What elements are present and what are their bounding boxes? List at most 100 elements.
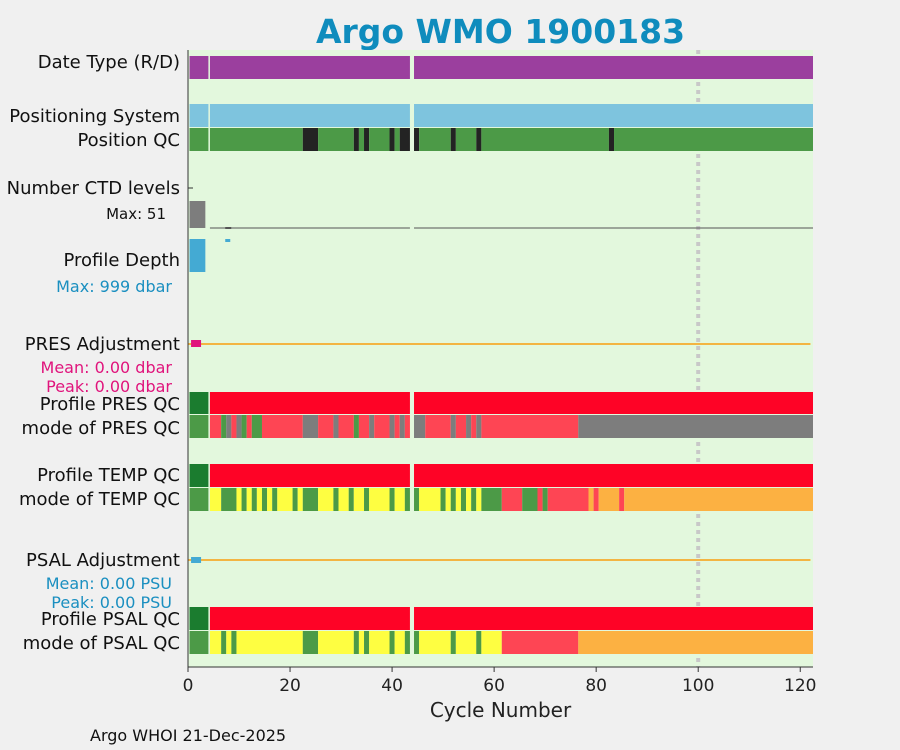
mode-pres-qc-segment — [369, 415, 375, 438]
mode-temp-qc-segment — [455, 488, 461, 511]
mode-temp-qc-segment — [414, 488, 420, 511]
mode-pres-qc-segment — [404, 415, 410, 438]
x-tick-label: 100 — [682, 676, 714, 696]
mode-temp-qc-segment — [440, 488, 446, 511]
pres-adjustment-marker — [191, 340, 202, 347]
mode-psal-qc-segment — [226, 631, 232, 654]
mode-psal-qc-segment — [476, 631, 482, 654]
mode-temp-qc-segment — [277, 488, 293, 511]
mode-temp-qc-segment — [318, 488, 334, 511]
x-tick-label: 60 — [483, 676, 505, 696]
profile-pres-qc-segment — [414, 392, 813, 414]
mode-pres-qc-segment — [231, 415, 237, 438]
position-qc-segment — [614, 128, 813, 151]
mode-temp-qc-segment — [272, 488, 278, 511]
mode-psal-qc-segment — [318, 631, 354, 654]
label-ctd-levels: Number CTD levels — [6, 178, 180, 199]
mode-temp-qc-segment — [619, 488, 625, 511]
label-psal-adjustment: PSAL Adjustment — [25, 550, 180, 571]
mode-pres-qc-segment — [353, 415, 359, 438]
position-qc-segment — [389, 128, 395, 151]
mode-psal-qc-segment — [578, 631, 813, 654]
pres-mean-text: Mean: 0.00 dbar — [40, 358, 172, 377]
mode-temp-qc-segment — [261, 488, 268, 511]
mode-temp-qc-segment — [460, 488, 467, 511]
mode-psal-qc-segment — [369, 631, 390, 654]
mode-temp-qc-segment — [348, 488, 354, 511]
profile-psal-qc-segment — [209, 607, 410, 630]
chart-title: Argo WMO 1900183 — [315, 12, 686, 51]
positioning-system-segment — [209, 104, 410, 127]
mode-temp-qc-segment — [251, 488, 257, 511]
mode-temp-qc-segment — [292, 488, 298, 511]
mode-psal-qc-segment — [302, 631, 319, 654]
mode-temp-qc-segment — [598, 488, 620, 511]
position-qc-segment — [455, 128, 477, 151]
mode-pres-qc-segment — [466, 415, 472, 438]
label-profile-psal-qc: Profile PSAL QC — [40, 609, 180, 630]
profile-depth-bar — [189, 239, 206, 272]
x-tick-label: 80 — [585, 676, 607, 696]
mode-pres-qc-segment — [455, 415, 467, 438]
mode-pres-qc-segment — [358, 415, 370, 438]
mode-temp-qc-segment — [471, 488, 477, 511]
profile-pres-qc-segment — [209, 392, 410, 414]
psal-peak-text: Peak: 0.00 PSU — [51, 593, 172, 612]
mode-temp-qc-segment — [522, 488, 538, 511]
mode-psal-qc-segment — [236, 631, 303, 654]
label-profile-depth: Profile Depth — [63, 250, 180, 271]
label-date-type: Date Type (R/D) — [37, 52, 180, 73]
mode-temp-qc-segment — [221, 488, 237, 511]
profile-pres-qc-segment — [189, 392, 209, 414]
label-profile-pres-qc: Profile PRES QC — [39, 394, 180, 415]
profile-depth-mark — [225, 239, 231, 242]
mode-psal-qc-segment — [419, 631, 451, 654]
position-qc-segment — [369, 128, 390, 151]
mode-temp-qc-segment — [353, 488, 365, 511]
position-qc-segment — [419, 128, 451, 151]
mode-psal-qc-segment — [501, 631, 579, 654]
mode-pres-qc-segment — [241, 415, 247, 438]
mode-temp-qc-segment — [364, 488, 370, 511]
positioning-system-segment — [189, 104, 209, 127]
mode-pres-qc-segment — [414, 415, 426, 438]
mode-pres-qc-segment — [338, 415, 354, 438]
position-qc-segment — [353, 128, 359, 151]
position-qc-segment — [189, 128, 209, 151]
mode-temp-qc-segment — [476, 488, 482, 511]
mode-temp-qc-segment — [297, 488, 303, 511]
mode-psal-qc-segment — [358, 631, 365, 654]
mode-psal-qc-segment — [209, 631, 222, 654]
position-qc-segment — [608, 128, 615, 151]
mode-temp-qc-segment — [394, 488, 405, 511]
mode-psal-qc-segment — [221, 631, 227, 654]
mode-pres-qc-segment — [261, 415, 303, 438]
mode-temp-qc-segment — [241, 488, 247, 511]
mode-temp-qc-segment — [338, 488, 349, 511]
footer-credit: Argo WHOI 21-Dec-2025 — [90, 726, 287, 745]
profile-psal-qc-segment — [414, 607, 813, 630]
mode-temp-qc-segment — [369, 488, 390, 511]
position-qc-segment — [302, 128, 319, 151]
mode-temp-qc-segment — [302, 488, 319, 511]
mode-temp-qc-segment — [537, 488, 543, 511]
label-profile-temp-qc: Profile TEMP QC — [37, 465, 180, 486]
mode-psal-qc-segment — [455, 631, 477, 654]
mode-pres-qc-segment — [209, 415, 222, 438]
profile-temp-qc-segment — [209, 464, 410, 487]
mode-pres-qc-segment — [302, 415, 319, 438]
psal-adjustment-marker — [191, 557, 202, 563]
mode-pres-qc-segment — [578, 415, 813, 438]
mode-psal-qc-segment — [404, 631, 410, 654]
mode-temp-qc-segment — [389, 488, 395, 511]
profile-temp-qc-segment — [414, 464, 813, 487]
mode-psal-qc-segment — [353, 631, 359, 654]
psal-mean-text: Mean: 0.00 PSU — [45, 574, 172, 593]
profile-temp-qc-segment — [189, 464, 209, 487]
mode-pres-qc-segment — [471, 415, 477, 438]
mode-pres-qc-segment — [226, 415, 232, 438]
ctd-levels-mark — [225, 227, 232, 229]
x-axis-label: Cycle Number — [429, 698, 572, 722]
position-qc-segment — [399, 128, 410, 151]
position-qc-segment — [414, 128, 420, 151]
